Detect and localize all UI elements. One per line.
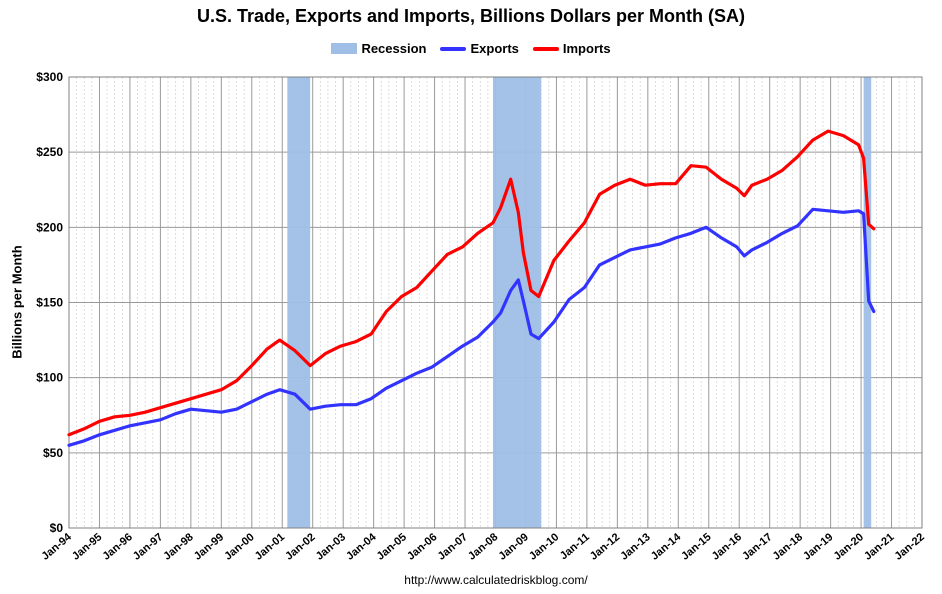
y-tick-label: $200 xyxy=(36,220,63,234)
x-tick-label: Jan-12 xyxy=(588,531,622,563)
x-tick-label: Jan-15 xyxy=(679,531,713,563)
chart-title: U.S. Trade, Exports and Imports, Billion… xyxy=(196,6,746,26)
recession-band xyxy=(492,77,542,528)
x-tick-label: Jan-94 xyxy=(40,531,75,563)
y-tick-label: $50 xyxy=(43,446,63,460)
x-tick-label: Jan-17 xyxy=(740,531,774,563)
recession-band xyxy=(863,77,872,528)
x-tick-label: Jan-01 xyxy=(253,531,287,563)
source-url: http://www.calculatedriskblog.com/ xyxy=(404,573,588,587)
x-tick-label: Jan-21 xyxy=(862,531,896,563)
legend-item-exports: Exports xyxy=(440,41,519,56)
x-tick-label: Jan-02 xyxy=(283,531,317,563)
x-tick-label: Jan-99 xyxy=(192,531,226,563)
series-line-exports xyxy=(67,207,876,447)
x-tick-label: Jan-18 xyxy=(771,531,805,563)
legend-item-recession: Recession xyxy=(331,41,426,56)
legend-swatch-recession xyxy=(331,43,358,54)
x-tick-label: Jan-06 xyxy=(405,531,439,563)
x-tick-label: Jan-05 xyxy=(375,531,409,563)
x-tick-label: Jan-03 xyxy=(314,531,348,563)
y-tick-label: $100 xyxy=(36,371,63,385)
x-tick-label: Jan-08 xyxy=(466,531,500,563)
x-tick-label: Jan-13 xyxy=(618,531,652,563)
x-tick-label: Jan-98 xyxy=(161,531,195,563)
legend-swatch-imports xyxy=(532,46,559,51)
x-tick-label: Jan-95 xyxy=(70,531,104,563)
legend-swatch-exports xyxy=(440,46,467,51)
x-tick-label: Jan-96 xyxy=(100,531,134,563)
x-tick-label: Jan-19 xyxy=(801,531,835,563)
x-tick-label: Jan-11 xyxy=(558,531,592,562)
x-tick-label: Jan-97 xyxy=(131,531,165,563)
series-line-imports xyxy=(67,129,876,437)
x-tick-label: Jan-09 xyxy=(496,531,530,563)
legend-item-imports: Imports xyxy=(532,41,611,56)
legend-label-imports: Imports xyxy=(562,41,611,56)
y-tick-label: $250 xyxy=(36,145,63,159)
y-tick-label: $300 xyxy=(36,70,63,84)
x-tick-label: Jan-14 xyxy=(649,531,684,563)
legend: Recession Exports Imports xyxy=(0,41,942,56)
legend-label-recession: Recession xyxy=(361,41,427,56)
plot-area-border xyxy=(68,76,923,529)
x-tick-label: Jan-07 xyxy=(436,531,470,563)
x-tick-label: Jan-10 xyxy=(527,531,561,563)
x-tick-label: Jan-00 xyxy=(222,531,256,563)
x-tick-label: Jan-16 xyxy=(710,531,744,563)
y-tick-label: $0 xyxy=(50,521,64,535)
x-tick-label: Jan-20 xyxy=(832,531,866,563)
x-tick-label: Jan-04 xyxy=(344,531,379,563)
y-tick-label: $150 xyxy=(36,296,63,310)
legend-label-exports: Exports xyxy=(470,41,519,56)
recession-band xyxy=(287,77,311,528)
x-tick-label: Jan-22 xyxy=(893,531,927,563)
